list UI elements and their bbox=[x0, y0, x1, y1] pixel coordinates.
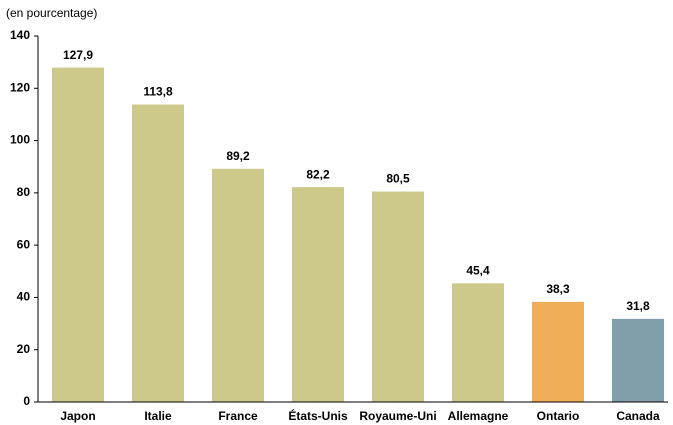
x-tick-label: Ontario bbox=[537, 409, 580, 423]
y-tick-label: 20 bbox=[17, 342, 31, 356]
bar bbox=[452, 283, 504, 402]
x-tick-label: Royaume-Uni bbox=[359, 409, 436, 423]
x-tick-label: Allemagne bbox=[448, 409, 509, 423]
x-tick-label: Japon bbox=[60, 409, 95, 423]
value-label: 31,8 bbox=[626, 299, 650, 313]
value-label: 89,2 bbox=[226, 149, 250, 163]
bar bbox=[372, 191, 424, 402]
x-tick-label: Canada bbox=[616, 409, 660, 423]
value-label: 113,8 bbox=[143, 85, 173, 99]
bar bbox=[292, 187, 344, 402]
value-label: 45,4 bbox=[466, 263, 490, 277]
value-label: 127,9 bbox=[63, 48, 93, 62]
x-tick-label: Italie bbox=[144, 409, 172, 423]
bar bbox=[132, 104, 184, 402]
y-tick-label: 0 bbox=[23, 394, 30, 408]
x-tick-label: France bbox=[218, 409, 258, 423]
value-label: 80,5 bbox=[386, 172, 410, 186]
bar bbox=[612, 318, 664, 402]
y-axis-label: (en pourcentage) bbox=[6, 6, 97, 20]
bar bbox=[532, 301, 584, 402]
bar bbox=[212, 168, 264, 402]
value-label: 82,2 bbox=[306, 167, 330, 181]
value-label: 38,3 bbox=[546, 282, 570, 296]
y-tick-label: 120 bbox=[10, 80, 30, 94]
y-tick-label: 140 bbox=[10, 28, 30, 42]
y-tick-label: 40 bbox=[17, 290, 31, 304]
x-tick-label: États-Unis bbox=[288, 408, 348, 423]
y-tick-label: 80 bbox=[17, 185, 31, 199]
y-tick-label: 60 bbox=[17, 237, 31, 251]
bar bbox=[52, 67, 104, 402]
y-tick-label: 100 bbox=[10, 133, 30, 147]
